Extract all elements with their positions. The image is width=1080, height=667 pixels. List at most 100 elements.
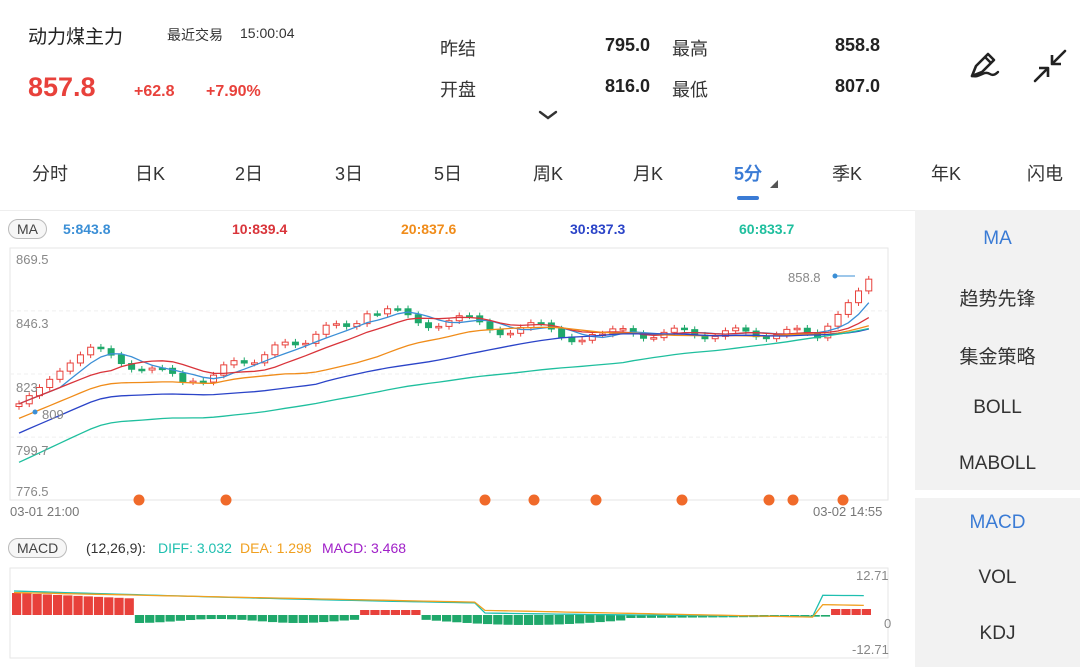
tab-3day[interactable]: 3日 <box>334 164 363 184</box>
candle-body <box>240 360 248 364</box>
macd-bar <box>687 615 697 618</box>
macd-bar <box>329 615 339 622</box>
tab-fenshi[interactable]: 分时 <box>32 164 68 184</box>
macd-bar <box>227 615 237 620</box>
macd-bar <box>493 615 503 625</box>
macd-bar <box>810 615 820 617</box>
side-item-kdj[interactable]: KDJ <box>979 623 1016 644</box>
ma30-value: 30:837.3 <box>570 221 626 237</box>
macd-bar <box>134 615 145 623</box>
signal-dot <box>479 494 491 506</box>
macd-bar <box>667 615 677 618</box>
pen-draw-icon[interactable] <box>964 46 1004 86</box>
macd-bar <box>206 615 216 620</box>
ma5-value: 5:843.8 <box>63 221 111 237</box>
macd-bar <box>308 615 319 623</box>
macd-bar <box>114 597 124 615</box>
macd-bar <box>575 615 585 624</box>
macd-dea-line <box>13 591 864 618</box>
tab-dropdown-icon[interactable] <box>770 180 778 188</box>
candle-body <box>291 341 299 346</box>
ma10-value: 10:839.4 <box>232 221 288 237</box>
candle-body <box>394 308 402 311</box>
signal-dot <box>837 494 849 506</box>
tab-month-k[interactable]: 月K <box>632 164 663 184</box>
tab-5day[interactable]: 5日 <box>433 164 462 184</box>
tab-2day[interactable]: 2日 <box>234 164 263 184</box>
macd-diff: DIFF: 3.032 <box>158 540 232 556</box>
collapse-arrows-icon[interactable] <box>1030 46 1070 86</box>
tab-quarter-k[interactable]: 季K <box>831 164 862 184</box>
candle-body <box>271 344 279 356</box>
ma20-line <box>18 325 869 420</box>
last-price: 857.8 <box>28 72 96 102</box>
candle-body <box>87 346 95 356</box>
macd-bar <box>298 615 308 623</box>
side-item-maboll[interactable]: MABOLL <box>958 453 1037 474</box>
x-axis-start: 03-01 21:00 <box>10 504 80 519</box>
macd-indicator-pill[interactable]: MACD <box>8 538 68 558</box>
macd-bar <box>124 598 134 615</box>
chevron-down-icon[interactable] <box>537 108 559 122</box>
side-item-trend[interactable]: 趋势先锋 <box>959 289 1036 310</box>
side-item-vol[interactable]: VOL <box>978 567 1017 588</box>
macd-bar <box>370 610 380 615</box>
ma60-line <box>18 327 869 463</box>
candle-body <box>384 308 392 315</box>
side-item-macd[interactable]: MACD <box>969 512 1026 533</box>
ma-indicator-pill[interactable]: MA <box>8 219 47 239</box>
tab-5min[interactable]: 5分 <box>733 164 762 184</box>
candle-body <box>66 362 74 372</box>
macd-axis-zero: 0 <box>884 616 892 631</box>
low-marker-label: 809 <box>42 407 64 422</box>
candle-body <box>56 370 64 380</box>
macd-chart[interactable] <box>0 560 905 665</box>
macd-bar <box>831 609 841 615</box>
side-item-ma[interactable]: MA <box>983 228 1012 249</box>
macd-bar <box>605 615 616 622</box>
macd-bar <box>22 593 32 615</box>
macd-frame <box>9 567 889 659</box>
divider <box>0 210 1080 211</box>
candle-body <box>793 327 801 331</box>
macd-bar <box>165 615 175 622</box>
candle-body <box>199 380 207 384</box>
macd-bar <box>247 615 257 621</box>
tab-flash[interactable]: 闪电 <box>1027 164 1063 184</box>
kline-chart[interactable] <box>0 240 905 525</box>
macd-value: MACD: 3.468 <box>322 540 407 556</box>
candle-body <box>732 327 740 332</box>
macd-bar <box>585 615 595 623</box>
signal-dot <box>220 494 232 506</box>
candle-body <box>15 403 23 408</box>
candle-body <box>332 323 340 326</box>
y-axis-top: 869.5 <box>16 252 49 267</box>
candle-body <box>46 378 54 388</box>
signal-dot <box>787 494 799 506</box>
candle-body <box>261 354 269 364</box>
prev-close-value: 795.0 <box>604 35 650 55</box>
macd-bar <box>63 595 73 615</box>
macd-bar <box>104 597 114 615</box>
macd-bar <box>73 595 83 615</box>
tab-year-k[interactable]: 年K <box>930 164 961 184</box>
signal-dot <box>590 494 602 506</box>
candle-body <box>312 333 320 344</box>
macd-bar <box>595 615 605 623</box>
macd-bar <box>380 610 390 615</box>
macd-bar <box>646 615 656 618</box>
side-item-strategy[interactable]: 集金策略 <box>959 347 1036 368</box>
side-item-boll[interactable]: BOLL <box>973 397 1022 418</box>
macd-bar <box>841 609 851 615</box>
candle-body <box>670 327 678 333</box>
open-value: 816.0 <box>604 76 650 96</box>
candle-body <box>117 354 125 365</box>
x-axis-end: 03-02 14:55 <box>813 504 883 519</box>
high-value: 858.8 <box>834 35 880 55</box>
candle-body <box>578 339 586 343</box>
tab-week-k[interactable]: 周K <box>532 164 563 184</box>
tab-day-k[interactable]: 日K <box>134 164 165 184</box>
candle-body <box>711 335 719 340</box>
macd-bar <box>534 615 544 625</box>
macd-bar <box>145 615 155 623</box>
